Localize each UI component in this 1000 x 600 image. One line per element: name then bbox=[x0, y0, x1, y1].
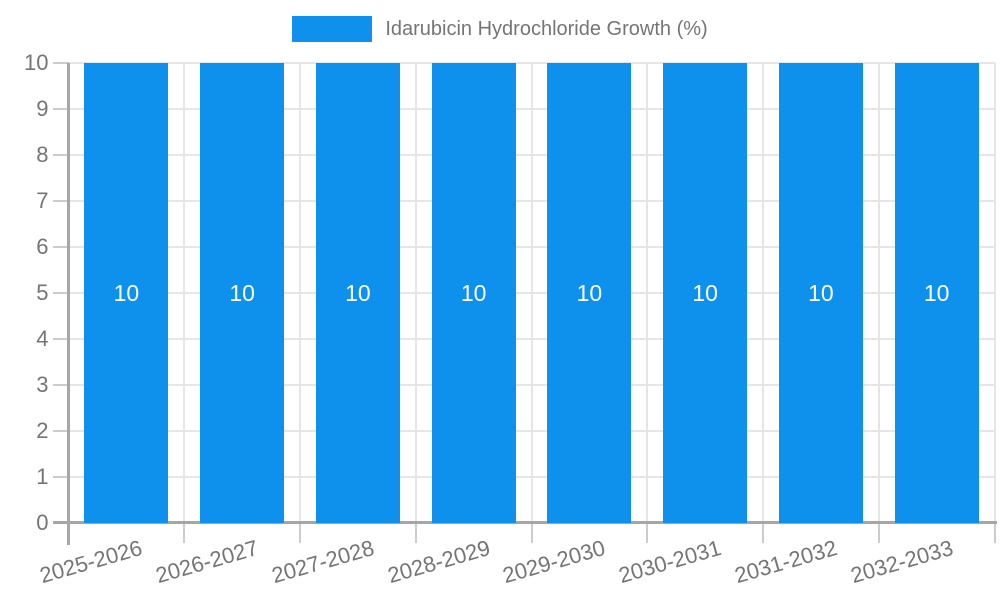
h-gridline bbox=[68, 383, 995, 386]
y-tick bbox=[52, 291, 69, 294]
h-gridline bbox=[68, 429, 995, 432]
y-tick-label: 10 bbox=[24, 50, 49, 75]
h-gridline bbox=[68, 62, 995, 64]
bar[interactable] bbox=[431, 63, 516, 523]
y-tick-label: 1 bbox=[36, 463, 49, 489]
x-tick bbox=[762, 522, 764, 543]
legend[interactable]: Idarubicin Hydrochloride Growth (%) bbox=[0, 16, 1000, 42]
bar-value-label: 10 bbox=[808, 279, 834, 306]
h-gridline bbox=[68, 337, 995, 340]
bar-value-label: 10 bbox=[576, 279, 603, 306]
h-gridline bbox=[68, 153, 995, 156]
bar[interactable] bbox=[200, 63, 285, 523]
y-tick bbox=[52, 337, 69, 340]
y-tick-label: 2 bbox=[36, 417, 49, 443]
legend-label: Idarubicin Hydrochloride Growth (%) bbox=[385, 17, 708, 40]
v-gridline bbox=[993, 63, 996, 523]
h-gridline bbox=[68, 291, 995, 294]
x-tick bbox=[183, 522, 186, 543]
y-axis-line bbox=[67, 63, 70, 545]
y-tick-label: 7 bbox=[36, 187, 49, 213]
bar-value-label: 10 bbox=[345, 279, 371, 306]
bar[interactable] bbox=[315, 63, 400, 523]
y-tick-label: 0 bbox=[36, 509, 49, 535]
y-tick-label: 5 bbox=[36, 279, 49, 305]
bar[interactable] bbox=[547, 63, 632, 523]
y-tick bbox=[52, 153, 69, 156]
x-tick bbox=[993, 522, 996, 543]
y-tick-label: 4 bbox=[36, 325, 49, 351]
y-tick bbox=[52, 62, 69, 64]
bar[interactable] bbox=[894, 63, 979, 523]
h-gridline bbox=[68, 245, 995, 248]
x-tick bbox=[877, 522, 880, 543]
x-tick bbox=[299, 522, 301, 543]
h-gridline bbox=[68, 107, 995, 110]
y-tick bbox=[52, 107, 69, 110]
bar-value-label: 10 bbox=[460, 279, 487, 306]
h-gridline bbox=[68, 475, 995, 478]
y-tick-label: 8 bbox=[36, 141, 49, 167]
y-tick-label: 6 bbox=[36, 233, 49, 259]
bar-value-label: 10 bbox=[113, 279, 140, 306]
y-tick bbox=[52, 475, 69, 478]
bar[interactable] bbox=[663, 63, 748, 523]
bar[interactable] bbox=[778, 63, 863, 523]
x-tick bbox=[414, 522, 417, 543]
x-tick bbox=[646, 522, 649, 543]
bar-value-label: 10 bbox=[692, 279, 718, 306]
x-tick bbox=[530, 522, 533, 543]
y-tick-label: 3 bbox=[36, 371, 49, 397]
bar-value-label: 10 bbox=[923, 279, 950, 306]
y-tick-label: 9 bbox=[36, 95, 49, 121]
y-tick bbox=[52, 245, 69, 248]
legend-swatch-icon bbox=[292, 16, 373, 42]
bar[interactable] bbox=[84, 63, 169, 523]
h-gridline bbox=[68, 199, 995, 202]
y-tick bbox=[52, 383, 69, 386]
bar-value-label: 10 bbox=[229, 279, 255, 306]
x-axis-line bbox=[52, 521, 997, 524]
y-tick bbox=[52, 429, 69, 432]
y-tick bbox=[52, 199, 69, 202]
